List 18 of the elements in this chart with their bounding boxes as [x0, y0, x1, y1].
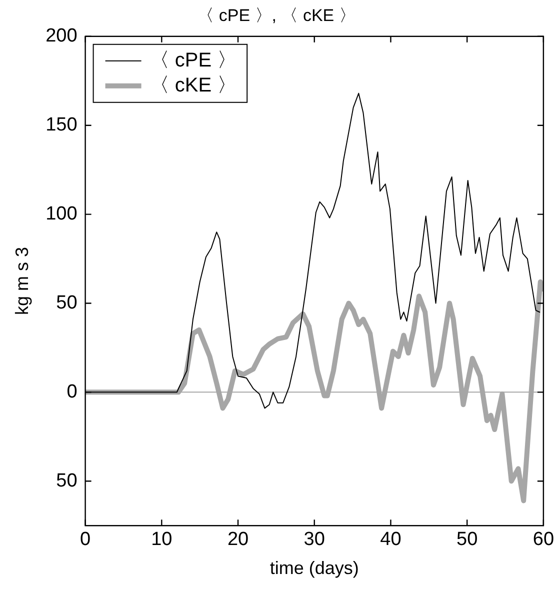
x-tick-label: 50: [456, 529, 478, 550]
x-tick-label: 20: [227, 529, 249, 550]
y-tick-label: 200: [46, 26, 78, 47]
legend-label: 〈 cKE 〉: [149, 74, 238, 96]
chart-title: 〈 cPE 〉, 〈 cKE 〉: [197, 6, 356, 25]
y-tick-label: 50: [56, 470, 78, 492]
x-tick-label: 60: [532, 529, 554, 550]
legend-label: 〈 cPE 〉: [149, 49, 238, 72]
y-tick-label: 150: [46, 114, 78, 136]
y-axis-title: kg m s 3: [12, 246, 32, 316]
x-tick-label: 40: [380, 529, 402, 550]
x-axis-title: time (days): [270, 558, 359, 578]
y-tick-label: 0: [66, 381, 78, 402]
x-tick-label: 0: [80, 529, 91, 550]
x-tick-label: 10: [151, 529, 172, 550]
y-tick-label: 100: [46, 204, 78, 225]
y-tick-label: 50: [56, 292, 78, 314]
x-tick-label: 30: [304, 529, 325, 550]
